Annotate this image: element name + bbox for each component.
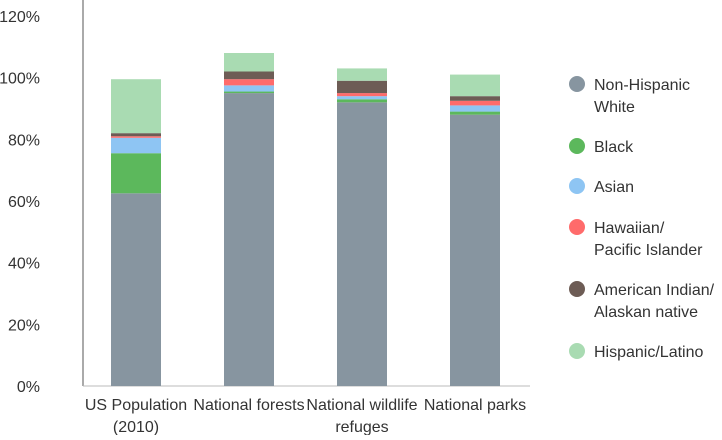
- y-tick-label: 100%: [0, 71, 40, 88]
- bar-segment: [111, 79, 161, 134]
- bar-segment: [224, 91, 274, 94]
- bar-segment: [450, 96, 500, 101]
- bar-segment: [111, 133, 161, 137]
- x-axis-labels: US Population (2010)National forests Natio…: [85, 397, 526, 436]
- bar-segment: [224, 79, 274, 86]
- legend-label: Non-Hispanic White: [594, 77, 690, 116]
- bar-segment: [337, 102, 387, 386]
- y-tick-label: 40%: [8, 256, 40, 273]
- bar-segment: [111, 137, 161, 154]
- legend-swatch: [569, 178, 585, 194]
- bar-segment: [450, 100, 500, 106]
- legend-label: Hispanic/Latino: [594, 344, 704, 361]
- x-tick-label: National wildlife refuges: [306, 397, 417, 435]
- bar-segment: [111, 153, 161, 194]
- bar-segment: [337, 93, 387, 97]
- legend-label: Black: [594, 139, 634, 156]
- bar-segment: [337, 80, 387, 94]
- bar-segment: [111, 193, 161, 386]
- legend: Non-Hispanic White Black Asian Hawaiian/Paci…: [569, 76, 715, 361]
- x-tick-label: National parks: [424, 397, 526, 414]
- y-tick-label: 80%: [8, 132, 40, 149]
- bar-segment: [450, 114, 500, 387]
- bar-segment: [111, 136, 161, 138]
- x-tick-label: US Population (2010): [85, 397, 187, 435]
- bar-segment: [224, 71, 274, 80]
- bar-segment: [450, 111, 500, 115]
- legend-swatch: [569, 138, 585, 154]
- bar-segment: [224, 93, 274, 386]
- bar-segment: [450, 74, 500, 97]
- bar-segment: [450, 105, 500, 112]
- y-tick-label: 120%: [0, 9, 40, 26]
- y-tick-label: 60%: [8, 194, 40, 211]
- legend-swatch: [569, 219, 585, 235]
- bar-segment: [224, 53, 274, 72]
- y-tick-label: 0%: [17, 379, 40, 396]
- legend-swatch: [569, 281, 585, 297]
- bar-segment: [337, 68, 387, 81]
- legend-swatch: [569, 343, 585, 359]
- bars: [111, 53, 500, 387]
- y-tick-label: 20%: [8, 317, 40, 334]
- legend-label: Asian: [594, 179, 634, 196]
- bar-segment: [337, 99, 387, 103]
- legend-label: American Indian/Alaskan native: [594, 282, 715, 321]
- legend-swatch: [569, 76, 585, 92]
- x-tick-label: National forests: [193, 397, 304, 414]
- legend-label: Hawaiian/Pacific Islander: [594, 220, 703, 259]
- bar-segment: [337, 96, 387, 100]
- bar-segment: [224, 85, 274, 92]
